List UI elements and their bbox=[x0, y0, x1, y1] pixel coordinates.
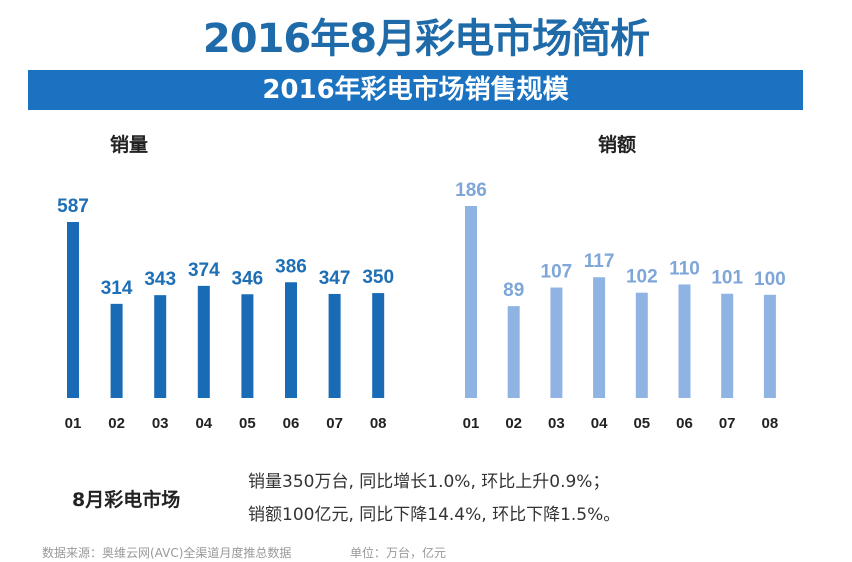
bar bbox=[763, 294, 776, 398]
data-label: 347 bbox=[319, 268, 351, 289]
data-label: 117 bbox=[584, 251, 615, 272]
x-tick-label: 03 bbox=[548, 415, 565, 432]
data-label: 346 bbox=[232, 268, 264, 289]
x-tick-label: 08 bbox=[762, 415, 779, 432]
summary-line-value: 销额100亿元, 同比下降14.4%, 环比下降1.5%。 bbox=[248, 505, 621, 525]
bar bbox=[110, 303, 123, 398]
x-tick-label: 05 bbox=[633, 415, 650, 432]
data-label: 186 bbox=[455, 180, 487, 201]
bar bbox=[197, 285, 210, 398]
data-label: 101 bbox=[711, 268, 743, 289]
sales-volume-title: 销量 bbox=[110, 134, 149, 156]
bar bbox=[285, 282, 297, 398]
data-label: 102 bbox=[626, 267, 658, 288]
x-tick-label: 06 bbox=[283, 415, 300, 432]
page-title: 2016年8月彩电市场简析 bbox=[202, 16, 650, 62]
bar bbox=[67, 222, 79, 398]
x-tick-label: 02 bbox=[505, 415, 522, 432]
data-label: 386 bbox=[275, 256, 307, 277]
bar bbox=[721, 293, 734, 398]
x-tick-label: 07 bbox=[326, 415, 343, 432]
x-tick-label: 08 bbox=[370, 415, 387, 432]
bar bbox=[241, 294, 254, 398]
summary-label: 8月彩电市场 bbox=[72, 489, 181, 511]
data-label: 587 bbox=[57, 196, 89, 217]
bar bbox=[328, 293, 341, 398]
data-label: 314 bbox=[101, 278, 133, 299]
data-label: 107 bbox=[541, 262, 573, 283]
x-tick-label: 06 bbox=[676, 415, 693, 432]
bar bbox=[678, 284, 691, 398]
section-banner: 2016年彩电市场销售规模 bbox=[28, 70, 803, 110]
data-label: 374 bbox=[188, 260, 220, 281]
x-tick-label: 02 bbox=[108, 415, 125, 432]
bar bbox=[550, 287, 563, 398]
bar bbox=[635, 292, 648, 398]
data-label: 350 bbox=[362, 267, 394, 288]
x-tick-label: 01 bbox=[463, 415, 480, 432]
data-label: 110 bbox=[669, 258, 700, 279]
x-tick-label: 01 bbox=[65, 415, 82, 432]
bar bbox=[154, 295, 167, 398]
data-label: 343 bbox=[144, 269, 176, 290]
x-tick-label: 04 bbox=[195, 415, 212, 432]
sales-value-title: 销额 bbox=[598, 134, 637, 156]
bar bbox=[593, 277, 606, 398]
bar bbox=[465, 206, 477, 398]
x-tick-label: 03 bbox=[152, 415, 169, 432]
bar bbox=[372, 293, 385, 398]
unit-note: 单位：万台，亿元 bbox=[350, 546, 447, 560]
data-label: 100 bbox=[754, 269, 786, 290]
x-tick-label: 04 bbox=[591, 415, 608, 432]
x-tick-label: 07 bbox=[719, 415, 736, 432]
summary-line-volume: 销量350万台, 同比增长1.0%, 环比上升0.9%； bbox=[248, 472, 610, 492]
x-tick-label: 05 bbox=[239, 415, 256, 432]
data-source: 数据来源：奥维云网(AVC)全渠道月度推总数据 bbox=[42, 546, 292, 560]
data-label: 89 bbox=[503, 280, 524, 301]
bar bbox=[507, 306, 520, 398]
